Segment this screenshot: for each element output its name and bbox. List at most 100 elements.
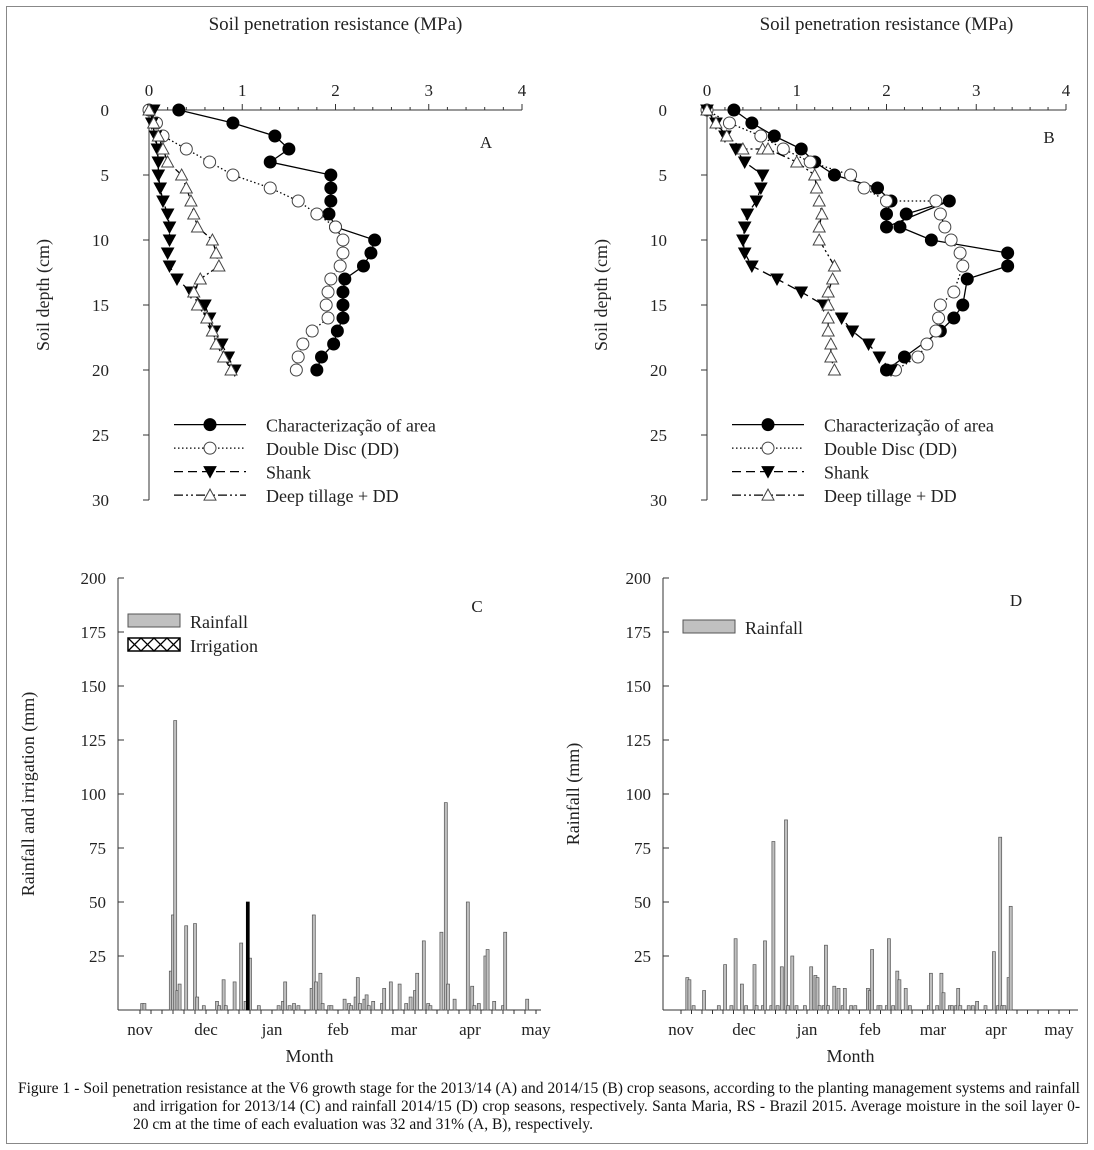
bar-D-0: [826, 1005, 830, 1011]
bar-C-0: [503, 931, 508, 1011]
bar-C-0: [142, 1003, 147, 1011]
figure-charts: Soil penetration resistance (MPa) 0 1 2 3 4 0 5…: [18, 14, 1078, 1066]
legend-marker-A-0: [203, 418, 217, 432]
data-point-A-2: [156, 195, 170, 209]
y-tick-label-D: 50: [634, 893, 651, 912]
bar-D-0: [849, 1005, 853, 1011]
data-point-A-0: [282, 142, 296, 156]
data-point-B-3: [824, 349, 838, 363]
legend-marker-B-2: [761, 466, 775, 479]
data-point-B-0: [871, 181, 885, 195]
data-point-B-2: [770, 273, 784, 287]
bar-C-0: [217, 1005, 222, 1011]
bar-D-0: [983, 1005, 988, 1011]
bar-D-0: [687, 979, 692, 1011]
y-tick-label-A: 25: [92, 426, 109, 445]
bar-C-1: [245, 901, 250, 1011]
data-point-A-3: [156, 141, 170, 155]
data-point-A-2: [198, 299, 212, 313]
panel-letter-C: C: [471, 597, 482, 616]
y-tick-label-A: 0: [101, 101, 110, 120]
data-point-A-1: [324, 272, 338, 286]
data-point-B-0: [924, 233, 938, 247]
bar-C-0: [283, 981, 288, 1011]
data-point-B-1: [933, 207, 947, 221]
bar-C-0: [358, 1003, 362, 1011]
chart-title-B: Soil penetration resistance (MPa): [760, 14, 1014, 35]
month-label-D: dec: [732, 1020, 756, 1039]
y-tick-label-B: 30: [650, 491, 667, 510]
bar-D-0: [966, 1005, 971, 1011]
data-point-A-3: [193, 271, 208, 285]
x-tick-label-B: 4: [1062, 81, 1071, 100]
data-point-A-1: [336, 246, 350, 260]
data-point-A-3: [209, 245, 223, 259]
x-tick-label-A: 0: [145, 81, 154, 100]
bar-C-0: [223, 1005, 228, 1011]
data-point-B-0: [1001, 259, 1015, 273]
legend-label-A-2: Shank: [266, 463, 311, 483]
legend-label-A-1: Double Disc (DD): [266, 439, 399, 460]
data-point-B-0: [942, 194, 956, 208]
data-point-B-0: [956, 298, 970, 312]
data-point-A-0: [336, 298, 350, 312]
panel-letter-D: D: [1010, 591, 1022, 610]
data-point-B-1: [947, 285, 961, 299]
data-point-A-0: [310, 363, 324, 377]
y-tick-label-C: 75: [89, 839, 106, 858]
legend-hatch-C: [127, 637, 181, 652]
month-label-C: nov: [127, 1020, 153, 1039]
bar-D-0: [752, 964, 757, 1011]
data-point-A-1: [333, 259, 347, 273]
x-axis-label-C: Month: [285, 1046, 333, 1066]
y-tick-label-B: 15: [650, 296, 667, 315]
data-point-A-1: [319, 298, 333, 312]
bar-D-0: [790, 955, 795, 1011]
data-point-B-3: [821, 297, 836, 311]
data-point-B-2: [737, 247, 752, 261]
data-point-B-2: [861, 338, 876, 352]
legend-label-D-0: Rainfall: [745, 618, 803, 638]
data-point-B-2: [872, 351, 887, 365]
month-label-D: feb: [859, 1020, 881, 1039]
month-label-C: feb: [327, 1020, 349, 1039]
data-point-B-2: [737, 156, 752, 170]
data-point-B-3: [809, 180, 824, 194]
bar-D-0: [817, 1005, 822, 1011]
bar-D-0: [771, 841, 776, 1011]
month-label-C: may: [521, 1020, 551, 1039]
bar-D-0: [878, 1005, 883, 1011]
data-point-A-0: [356, 259, 370, 273]
data-point-A-3: [212, 258, 226, 272]
data-point-B-1: [929, 324, 943, 338]
legend-label-A-0: Characterização of area: [266, 416, 436, 436]
y-tick-label-D: 100: [626, 785, 652, 804]
data-point-A-0: [327, 337, 341, 351]
y-tick-label-C: 50: [89, 893, 106, 912]
bar-C-0: [311, 914, 316, 1011]
data-point-B-1: [857, 181, 871, 195]
data-point-B-1: [932, 311, 946, 325]
data-point-B-0: [947, 311, 961, 325]
bar-C-0: [371, 1001, 376, 1011]
bar-D-0: [1002, 1005, 1007, 1011]
bar-C-0: [388, 981, 393, 1011]
y-tick-label-C: 25: [89, 947, 106, 966]
data-point-A-2: [162, 234, 177, 248]
bar-D-0: [903, 988, 908, 1011]
legend-label-B-0: Characterização of area: [824, 416, 994, 436]
data-point-B-1: [920, 337, 934, 351]
data-point-B-2: [745, 260, 759, 274]
x-axis-label-D: Month: [826, 1046, 874, 1066]
bar-D-0: [958, 1005, 963, 1011]
data-point-A-3: [190, 219, 205, 233]
data-point-B-3: [821, 284, 836, 298]
bar-D-0: [887, 938, 891, 1011]
legend-swatch-C-1: [127, 637, 181, 652]
bar-C-0: [452, 998, 457, 1011]
data-point-A-1: [263, 181, 277, 195]
bar-D-0: [691, 1005, 696, 1011]
month-label-D: apr: [985, 1020, 1007, 1039]
data-point-B-1: [722, 116, 736, 130]
y-tick-label-B: 25: [650, 426, 667, 445]
